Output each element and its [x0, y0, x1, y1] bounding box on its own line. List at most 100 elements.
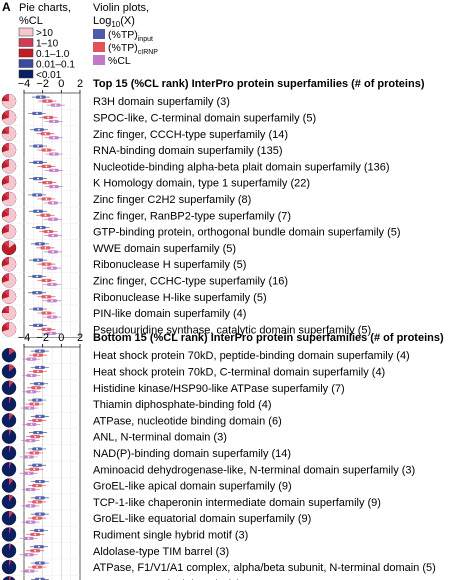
median-point: [45, 149, 48, 151]
median-point: [27, 553, 30, 556]
median-point: [52, 169, 55, 172]
x-tick-label: 2: [77, 332, 83, 344]
pie-legend-swatch: [18, 38, 34, 47]
top-panel: −4 −2 0 2 Top 15 (%CL rank) InterPro protein…: [0, 78, 425, 338]
median-point: [37, 259, 39, 262]
pie-slice: [4, 322, 9, 330]
pie-legend: Pie charts, %CL >101–100.1–1.00.01–0.1<0…: [18, 2, 75, 81]
median-point: [38, 128, 40, 131]
x-tick-label: −2: [36, 78, 49, 90]
median-point: [28, 570, 31, 572]
pie-slice: [2, 159, 16, 174]
median-point: [38, 242, 41, 245]
category-label: GTP-binding protein, orthogonal bundle d…: [93, 227, 401, 239]
pie-slice: [9, 445, 12, 453]
median-point: [36, 399, 38, 401]
pie-slice: [9, 560, 12, 568]
median-point: [45, 295, 48, 298]
median-point: [36, 517, 38, 520]
median-point: [45, 165, 48, 168]
pie-legend-title-2: %CL: [19, 15, 43, 27]
median-point: [27, 456, 30, 458]
median-point: [39, 226, 42, 229]
category-label: TCP-1-like chaperonin intermediate domai…: [93, 497, 381, 509]
pie-slice: [4, 159, 9, 167]
pie-slice: [4, 110, 9, 118]
pie-slice: [9, 348, 15, 356]
median-point: [36, 566, 38, 568]
pie-slice: [4, 126, 9, 134]
pie-legend-label: 0.1–1.0: [36, 49, 70, 60]
median-point: [46, 100, 49, 103]
x-tick-label: −4: [18, 78, 31, 90]
median-point: [52, 202, 54, 204]
violin-legend: Violin plots, Log10(X) (%TP)input(%TP)cI…: [93, 2, 158, 67]
pie-legend-label: 0.01–0.1: [36, 60, 75, 71]
pie-slice: [9, 462, 12, 470]
median-point: [44, 132, 47, 135]
pie-legend-swatch: [18, 27, 34, 37]
pie-slice: [4, 143, 9, 151]
median-point: [37, 308, 39, 310]
median-point: [51, 267, 53, 270]
median-point: [45, 279, 48, 282]
median-point: [35, 386, 38, 389]
median-point: [29, 521, 32, 524]
category-label: Heat shock protein 70kD, peptide-binding…: [93, 350, 410, 362]
category-label: ATPase, F1/V1/A1 complex, alpha/beta sub…: [93, 562, 436, 574]
pie-slice: [2, 143, 16, 158]
violin-legend-label: (%TP)input: [108, 29, 153, 43]
median-point: [46, 181, 49, 184]
median-point: [38, 529, 40, 532]
category-label: Aminoacid dehydrogenase-like, N-terminal…: [93, 464, 415, 476]
pie-legend-swatch: [18, 48, 34, 58]
median-point: [38, 366, 41, 369]
violin-legend-label: (%TP)cIRNP: [108, 42, 158, 56]
median-point: [51, 283, 53, 286]
category-label: Zinc finger, CCHC-type superfamily (16): [93, 275, 288, 287]
category-label: ATPase, nucleotide binding domain (6): [93, 415, 282, 427]
plot-frame: [23, 346, 81, 580]
pie-slice: [9, 429, 12, 437]
median-point: [45, 328, 48, 331]
pie-slice: [4, 191, 9, 199]
median-point: [44, 246, 47, 249]
median-point: [28, 407, 31, 409]
category-label: HSP90, C-terminal domain (4): [93, 578, 240, 580]
median-point: [45, 263, 48, 266]
median-point: [33, 403, 36, 405]
median-point: [30, 374, 33, 377]
median-point: [37, 161, 39, 164]
median-point: [54, 104, 57, 107]
category-label: Aldolase-type TIM barrel (3): [93, 546, 229, 558]
pie-legend-label: <0.01: [36, 70, 62, 81]
panel-title: Bottom 15 (%CL rank) InterPro protein su…: [93, 332, 444, 344]
category-label: Zinc finger, CCCH-type superfamily (14): [93, 129, 288, 141]
pie-slice: [2, 191, 16, 206]
category-label: ANL, N-terminal domain (3): [93, 432, 227, 444]
median-point: [38, 415, 41, 418]
pie-slice: [2, 175, 16, 190]
median-point: [52, 120, 55, 123]
median-point: [52, 234, 54, 237]
pie-legend-swatch: [18, 59, 34, 68]
pie-legend-title-1: Pie charts,: [19, 2, 71, 14]
category-label: Thiamin diphosphate-binding fold (4): [93, 399, 272, 411]
median-point: [47, 230, 50, 233]
violin-legend-title-2: Log10(X): [93, 15, 135, 29]
median-point: [38, 480, 41, 483]
median-point: [29, 439, 32, 442]
pie-slice: [4, 240, 9, 248]
category-label: Nucleotide-binding alpha-beta plait doma…: [93, 161, 390, 173]
x-tick-label: 0: [58, 78, 64, 90]
pie-slice: [9, 478, 14, 486]
pie-slice: [4, 273, 9, 281]
median-point: [47, 116, 50, 119]
median-point: [37, 324, 39, 327]
pie-slice: [4, 289, 9, 297]
category-label: GroEL-like apical domain superfamily (9): [93, 481, 292, 493]
pie-slice: [9, 511, 14, 519]
median-point: [52, 153, 55, 155]
violin-legend-label: %CL: [108, 55, 131, 67]
